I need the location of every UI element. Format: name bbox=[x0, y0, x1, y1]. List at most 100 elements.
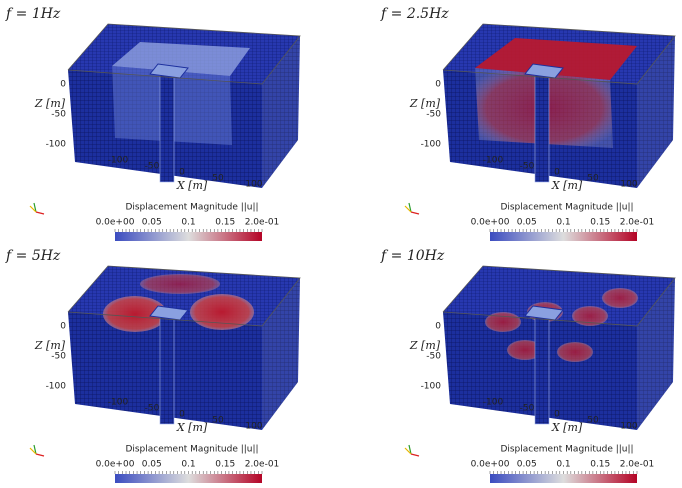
box-side bbox=[637, 278, 675, 430]
colorbar-title: Displacement Magnitude ||u|| bbox=[500, 445, 633, 455]
x-tick-label: -100 bbox=[483, 398, 504, 408]
colorbar-tick-label: 0.1 bbox=[181, 218, 195, 228]
x-axis-label: X [m] bbox=[176, 421, 208, 434]
triad-y bbox=[404, 447, 412, 455]
hot-region bbox=[485, 312, 521, 332]
x-tick-label: 100 bbox=[620, 422, 637, 432]
x-tick-label: -50 bbox=[145, 404, 160, 414]
x-tick-label: 0 bbox=[179, 410, 185, 420]
soft-region bbox=[112, 42, 250, 76]
pile bbox=[534, 71, 550, 183]
z-tick-label: -100 bbox=[421, 382, 442, 392]
x-tick-label: -100 bbox=[108, 398, 129, 408]
box-side bbox=[262, 36, 300, 188]
triad-x bbox=[410, 453, 420, 457]
colorbar-tick-label: 0.1 bbox=[556, 218, 570, 228]
z-tick-label: 0 bbox=[60, 80, 66, 90]
panel-title: f = 10Hz bbox=[380, 248, 445, 264]
colorbar-tick-label: 0.1 bbox=[181, 460, 195, 470]
x-tick-label: 50 bbox=[212, 174, 224, 184]
triad-y bbox=[29, 447, 37, 455]
colorbar-tick-label: 0.0e+00 bbox=[96, 460, 135, 470]
colorbar-tick-label: 0.15 bbox=[590, 460, 610, 470]
x-tick-label: -100 bbox=[483, 156, 504, 166]
box-top bbox=[443, 266, 675, 326]
bounding-box bbox=[67, 265, 301, 327]
panel: f = 10Hz 0 -50 -100 Z [m] -100 -50 0 50 100 X [m] D… bbox=[380, 248, 676, 483]
pile bbox=[159, 71, 175, 183]
x-tick-label: 0 bbox=[554, 168, 560, 178]
pile-cap bbox=[149, 305, 189, 321]
hot-region bbox=[475, 38, 637, 80]
z-tick-label: -100 bbox=[46, 140, 67, 150]
x-tick-label: 50 bbox=[587, 174, 599, 184]
pile-cap bbox=[524, 63, 564, 79]
triad-z bbox=[408, 202, 412, 213]
colorbar-tick-label: 0.15 bbox=[215, 218, 235, 228]
colorbar-tick-label: 0.0e+00 bbox=[96, 218, 135, 228]
colorbar-tick-label: 0.05 bbox=[142, 460, 162, 470]
x-tick-label: 100 bbox=[245, 180, 262, 190]
colorbar bbox=[490, 232, 637, 241]
z-axis-label: Z [m] bbox=[34, 339, 66, 352]
panel: f = 2.5Hz 0 -50 -100 Z [m] -100 -50 0 50 100 X [m]… bbox=[380, 6, 676, 241]
x-axis-label: X [m] bbox=[176, 179, 208, 192]
x-tick-label: 0 bbox=[554, 410, 560, 420]
z-tick-label: 0 bbox=[435, 80, 441, 90]
hot-region bbox=[507, 340, 543, 360]
x-tick-label: -100 bbox=[108, 156, 129, 166]
x-tick-label: -50 bbox=[145, 162, 160, 172]
x-tick-label: 100 bbox=[245, 422, 262, 432]
pile-cap bbox=[149, 63, 189, 79]
z-tick-label: 0 bbox=[435, 322, 441, 332]
pile bbox=[159, 313, 175, 425]
colorbar-tick-label: 0.15 bbox=[590, 218, 610, 228]
panel: f = 1Hz 0 -50 -100 Z [m] -100 -50 0 50 100 X [m] Di… bbox=[5, 6, 301, 241]
z-tick-label: -50 bbox=[426, 352, 441, 362]
colorbar-tick-label: 0.0e+00 bbox=[471, 460, 510, 470]
x-axis-label: X [m] bbox=[551, 421, 583, 434]
x-tick-label: 50 bbox=[212, 416, 224, 426]
hot-region bbox=[572, 306, 608, 326]
colorbar-tick-label: 0.05 bbox=[142, 218, 162, 228]
hot-region bbox=[557, 342, 593, 362]
z-tick-label: -50 bbox=[51, 110, 66, 120]
pile-cap bbox=[524, 305, 564, 321]
x-tick-label: 50 bbox=[587, 416, 599, 426]
z-tick-label: 0 bbox=[60, 322, 66, 332]
panel-title: f = 5Hz bbox=[5, 248, 61, 264]
z-tick-label: -50 bbox=[51, 352, 66, 362]
colorbar bbox=[115, 474, 262, 483]
colorbar-title: Displacement Magnitude ||u|| bbox=[125, 445, 258, 455]
z-axis-label: Z [m] bbox=[34, 97, 66, 110]
colorbar-tick-label: 0.0e+00 bbox=[471, 218, 510, 228]
z-axis-label: Z [m] bbox=[409, 339, 441, 352]
pile bbox=[534, 313, 550, 425]
x-tick-label: -50 bbox=[520, 404, 535, 414]
hot-region bbox=[103, 296, 167, 332]
colorbar-tick-label: 2.0e-01 bbox=[245, 460, 280, 470]
bounding-box bbox=[442, 23, 676, 85]
triad-z bbox=[33, 202, 37, 213]
box-side bbox=[637, 36, 675, 188]
triad-x bbox=[35, 453, 45, 457]
colorbar-tick-label: 2.0e-01 bbox=[245, 218, 280, 228]
triad-y bbox=[29, 205, 37, 213]
colorbar bbox=[490, 474, 637, 483]
colorbar-tick-label: 0.15 bbox=[215, 460, 235, 470]
panel-title: f = 1Hz bbox=[5, 6, 61, 22]
panel-title: f = 2.5Hz bbox=[380, 6, 449, 22]
bounding-box bbox=[442, 265, 676, 327]
z-tick-label: -50 bbox=[426, 110, 441, 120]
z-axis-label: Z [m] bbox=[409, 97, 441, 110]
colorbar-title: Displacement Magnitude ||u|| bbox=[125, 203, 258, 213]
box-side bbox=[262, 278, 300, 430]
colorbar-tick-label: 0.1 bbox=[556, 460, 570, 470]
colorbar-tick-label: 2.0e-01 bbox=[620, 460, 655, 470]
colorbar-tick-label: 0.05 bbox=[517, 460, 537, 470]
colorbar-tick-label: 2.0e-01 bbox=[620, 218, 655, 228]
colorbar-title: Displacement Magnitude ||u|| bbox=[500, 203, 633, 213]
colorbar bbox=[115, 232, 262, 241]
panel: f = 5Hz 0 -50 -100 Z [m] -100 -50 0 50 100 X [m] Di… bbox=[5, 248, 301, 483]
